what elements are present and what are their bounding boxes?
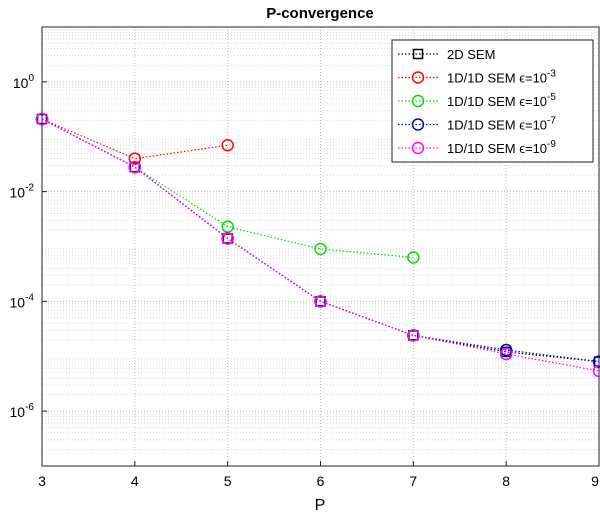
marker — [408, 330, 419, 341]
x-tick-label: 4 — [131, 473, 139, 489]
legend-label: 2D SEM — [447, 47, 495, 62]
marker — [128, 160, 142, 174]
y-tick-base: 10 — [10, 404, 26, 420]
marker — [128, 152, 142, 165]
marker — [499, 343, 513, 357]
series-line — [41, 118, 600, 372]
marker — [35, 112, 49, 126]
legend-label: 1D/1D SEM ϵ=10-5 — [447, 92, 556, 109]
marker — [129, 161, 141, 173]
marker — [315, 296, 326, 307]
y-tick-exp: -2 — [25, 183, 34, 194]
marker — [221, 220, 234, 233]
x-tick-label: 9 — [591, 473, 599, 489]
y-tick-label: 10-4 — [10, 292, 35, 310]
y-tick-exp: -4 — [25, 292, 34, 303]
legend-name: 1D/1D SEM ϵ=10 — [447, 94, 547, 109]
y-tick-exp: 0 — [28, 73, 34, 84]
marker — [592, 364, 600, 378]
legend-name: 2D SEM — [447, 47, 495, 62]
series-line — [41, 118, 414, 259]
marker — [407, 251, 420, 264]
chart-title: P-convergence — [266, 5, 374, 22]
x-tick-label: 6 — [317, 473, 325, 489]
legend-label: 1D/1D SEM ϵ=10-3 — [447, 69, 556, 86]
plot-frame — [41, 26, 600, 467]
legend-label: 1D/1D SEM ϵ=10-9 — [447, 139, 556, 156]
marker — [411, 118, 425, 131]
x-tick-label: 5 — [224, 473, 232, 489]
marker — [411, 141, 425, 155]
legend-name: 1D/1D SEM ϵ=10 — [447, 118, 547, 133]
y-tick-base: 10 — [13, 75, 29, 91]
marker — [407, 329, 420, 342]
y-tick-label: 100 — [13, 73, 35, 91]
legend-exp: -7 — [547, 116, 556, 127]
y-tick-label: 10-6 — [10, 402, 35, 420]
marker — [411, 71, 425, 84]
x-axis-label: P — [315, 497, 326, 514]
marker — [221, 139, 234, 152]
marker — [411, 94, 425, 108]
x-tick-label: 7 — [409, 473, 417, 489]
legend-name: 1D/1D SEM ϵ=10 — [447, 141, 547, 156]
marker — [36, 113, 48, 125]
legend-label: 1D/1D SEM ϵ=10-7 — [447, 116, 556, 133]
legend-name: 1D/1D SEM ϵ=10 — [447, 71, 547, 86]
legend-exp: -5 — [547, 92, 556, 103]
y-tick-label: 10-2 — [10, 183, 35, 201]
marker — [314, 242, 327, 256]
x-tick-label: 3 — [38, 473, 46, 489]
legend-exp: -9 — [547, 139, 556, 150]
marker — [314, 295, 327, 308]
marker — [222, 233, 233, 244]
y-tick-exp: -6 — [25, 402, 34, 413]
marker — [221, 232, 234, 245]
legend-box — [391, 39, 594, 163]
legend-exp: -3 — [547, 69, 556, 80]
x-tick-label: 8 — [502, 473, 510, 489]
y-tick-base: 10 — [10, 294, 26, 310]
y-tick-base: 10 — [10, 185, 26, 201]
marker — [592, 355, 600, 368]
marker — [499, 347, 513, 361]
marker — [412, 48, 424, 60]
